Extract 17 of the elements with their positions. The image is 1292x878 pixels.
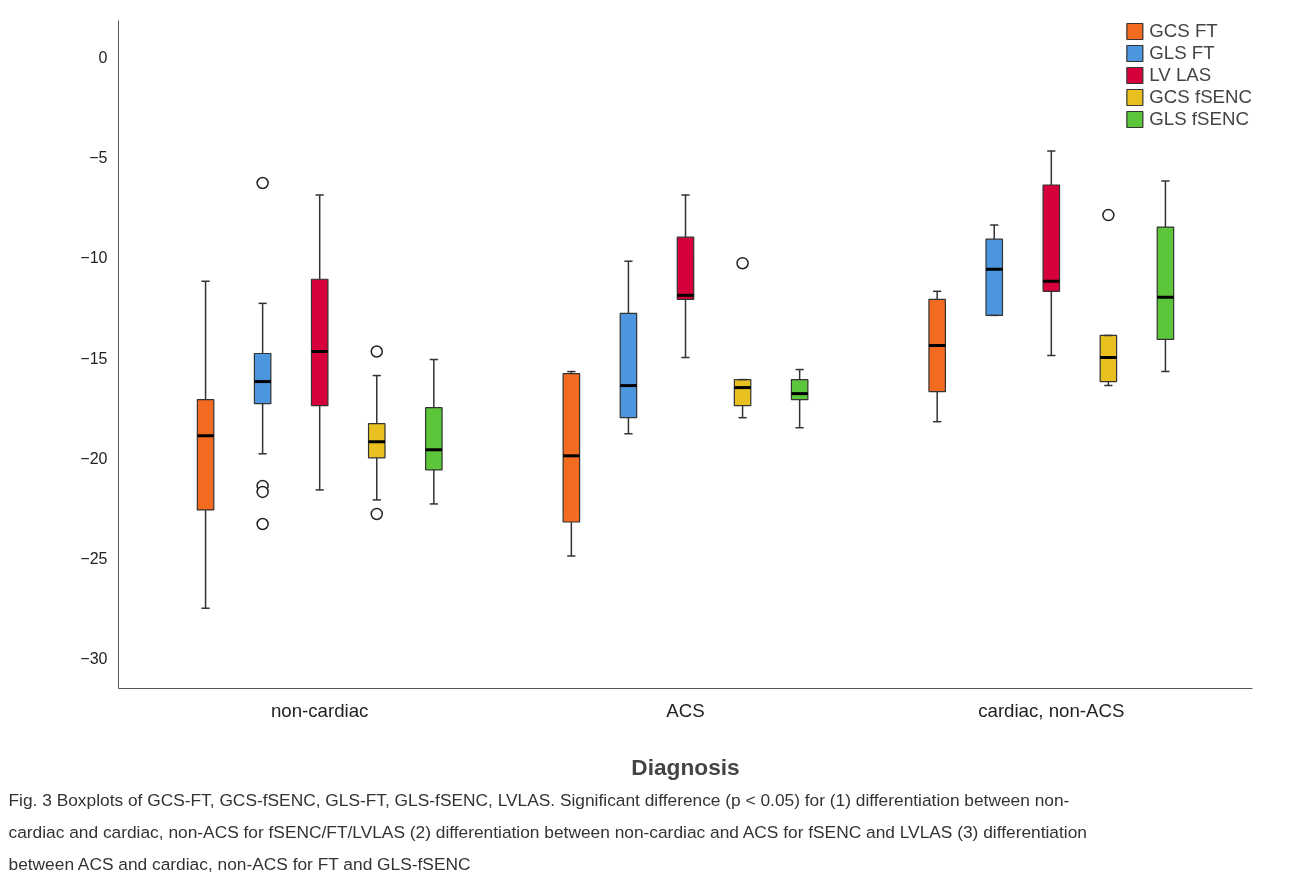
legend-label: GCS fSENC: [1149, 86, 1252, 108]
legend-label: GLS FT: [1149, 42, 1215, 64]
legend-label: LV LAS: [1149, 64, 1212, 86]
y-tick-label: 0: [98, 48, 108, 66]
y-tick-label: −10: [80, 249, 108, 267]
legend-label: GCS FT: [1149, 20, 1218, 42]
y-tick-label: −30: [80, 650, 108, 668]
legend-label: GLS fSENC: [1149, 108, 1249, 130]
x-tick-label: cardiac, non-ACS: [978, 699, 1125, 721]
x-axis-title: Diagnosis: [631, 753, 740, 780]
y-tick-label: −5: [89, 148, 108, 166]
caption: Fig. 3 Boxplots of GCS-FT, GCS-fSENC, GLS-FT, GLS-fSENC, LVLAS. Significant difference (p < 0.05) for (1) differentiation between non-cardiac and cardiac, non-ACS for fSENC/FT/LVLAS (2) differentiation between non-cardiac and ACS for fSENC and LVLAS (3) differentiation between ACS and cardiac, non-ACS for FT and GLS-fSENC: [8, 789, 1087, 874]
y-tick-label: −20: [80, 449, 108, 467]
x-tick-label: non-cardiac: [270, 699, 369, 721]
x-tick-label: ACS: [666, 699, 705, 721]
y-tick-label: −15: [80, 349, 108, 367]
y-tick-label: −25: [80, 550, 108, 568]
